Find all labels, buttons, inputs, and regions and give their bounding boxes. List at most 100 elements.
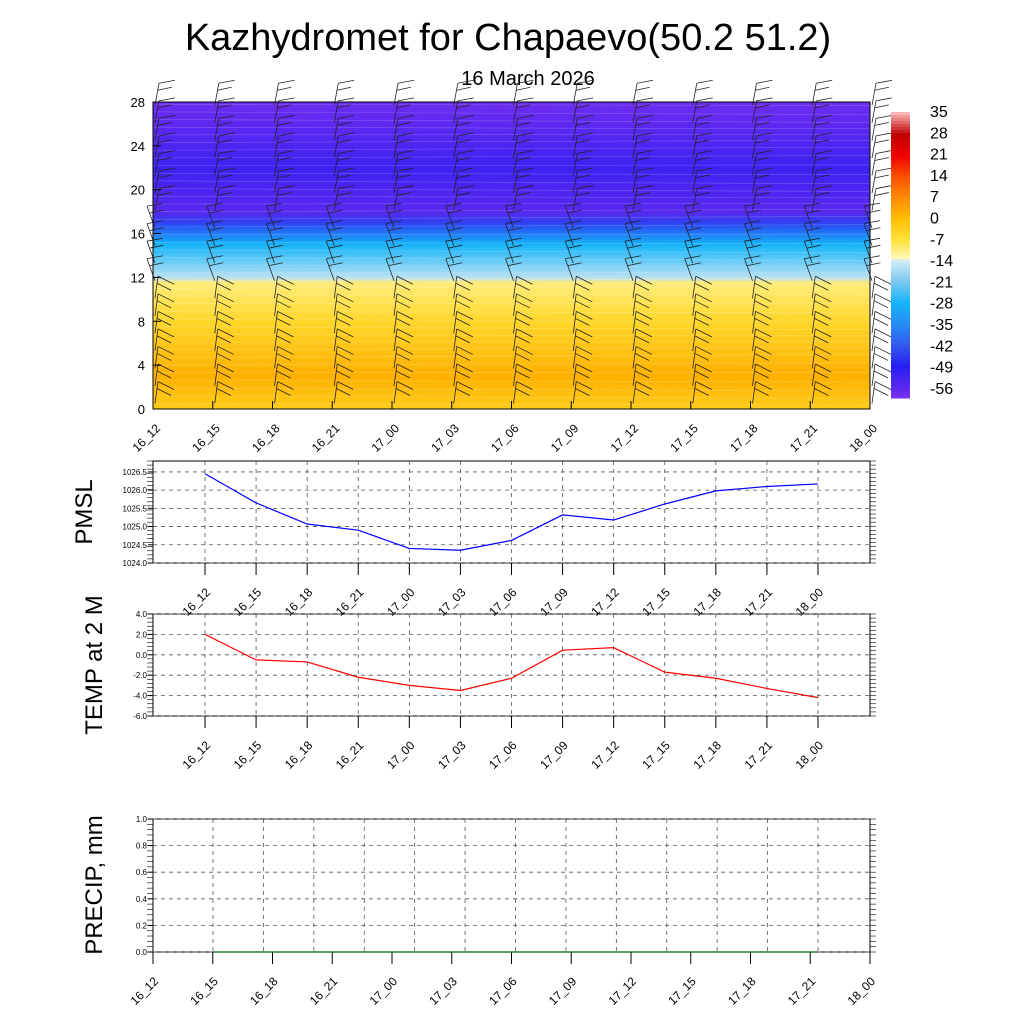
- wind-barb: [445, 202, 463, 229]
- colorbar-cell: [891, 190, 910, 194]
- isoline: [152, 172, 871, 175]
- colorbar-cell: [891, 148, 910, 152]
- wind-barb: [453, 150, 474, 176]
- barb-flag: [816, 97, 833, 102]
- x-tick-label: 17_03: [428, 421, 462, 455]
- barb-staff: [513, 381, 517, 404]
- barb-staff: [624, 258, 634, 281]
- barb-flag: [337, 293, 354, 303]
- barb-flag: [388, 244, 403, 249]
- barb-staff: [214, 100, 220, 123]
- wind-barb: [274, 167, 295, 194]
- barb-flag: [395, 370, 411, 379]
- wind-barb: [453, 310, 473, 334]
- barb-flag: [695, 310, 712, 320]
- barb-staff: [214, 381, 219, 404]
- barb-flag: [158, 167, 176, 172]
- wind-barb: [325, 237, 343, 264]
- wind-barb: [513, 185, 534, 211]
- wind-barb: [863, 202, 881, 229]
- barb-staff: [274, 363, 278, 387]
- wind-barb: [274, 328, 294, 351]
- barb-flag: [157, 310, 175, 320]
- barb-flag: [515, 353, 530, 361]
- barb-staff: [803, 241, 813, 264]
- barb-staff: [385, 258, 395, 281]
- barb-staff: [274, 293, 278, 316]
- barb-flag: [875, 114, 893, 119]
- wind-barb: [744, 237, 761, 264]
- barb-flag: [873, 282, 889, 291]
- barb-flag: [456, 346, 473, 355]
- x-tick-label: 17_21: [787, 421, 821, 455]
- barb-flag: [746, 209, 761, 214]
- colorbar-label: -21: [930, 274, 953, 291]
- barb-flag: [744, 202, 761, 207]
- barb-staff: [274, 100, 279, 123]
- barb-flag: [516, 104, 531, 109]
- barb-flag: [336, 335, 351, 344]
- colorbar-cell: [891, 121, 910, 125]
- colorbar-cell: [891, 157, 910, 161]
- barb-flag: [694, 317, 710, 326]
- barb-flag: [457, 114, 474, 119]
- barb-staff: [325, 241, 335, 264]
- barb-staff: [266, 205, 275, 229]
- wind-barb: [393, 275, 414, 299]
- barb-flag: [217, 174, 232, 179]
- barb-flag: [395, 300, 411, 309]
- barb-flag: [266, 220, 283, 225]
- barb-flag: [755, 86, 770, 91]
- wind-barb: [214, 328, 234, 351]
- precip-frame: [152, 818, 871, 953]
- barb-flag: [634, 300, 650, 309]
- barb-staff: [871, 188, 877, 211]
- colorbar-cell: [891, 334, 910, 339]
- barb-flag: [456, 381, 473, 390]
- barb-flag: [455, 335, 471, 344]
- wind-barb: [393, 293, 414, 316]
- wind-barb: [505, 237, 522, 264]
- wind-barb: [154, 293, 175, 316]
- wind-barb: [572, 346, 593, 369]
- barb-flag: [218, 150, 235, 154]
- barb-flag: [397, 167, 415, 172]
- wind-barb: [692, 132, 713, 158]
- wind-barb: [692, 185, 713, 211]
- temp-x-tick-label: 16_18: [282, 738, 316, 772]
- barb-staff: [871, 311, 876, 334]
- barb-staff: [624, 223, 634, 246]
- wind-barb: [505, 255, 522, 281]
- wind-barb: [274, 346, 294, 369]
- isoline: [152, 155, 871, 159]
- barb-flag: [206, 237, 223, 242]
- barb-staff: [385, 205, 395, 229]
- colorbar-cell: [891, 256, 910, 261]
- barb-flag: [457, 167, 474, 172]
- barb-staff: [513, 276, 517, 299]
- colorbar-cell: [891, 166, 910, 170]
- chart-title: Kazhydromet for Chapaevo(50.2 51.2): [185, 17, 831, 59]
- x-tick-label: 17_18: [727, 421, 761, 455]
- wind-barb: [863, 237, 881, 264]
- wind-barb: [572, 97, 594, 123]
- barb-flag: [209, 209, 224, 214]
- colorbar-label: 14: [930, 168, 948, 185]
- barb-flag: [874, 157, 889, 161]
- barb-flag: [756, 79, 773, 84]
- barb-flag: [277, 121, 292, 126]
- barb-flag: [266, 237, 283, 242]
- wind-barb: [333, 275, 354, 299]
- barb-flag: [874, 293, 892, 303]
- isoline: [152, 318, 871, 323]
- barb-flag: [456, 192, 471, 196]
- colorbar-cell: [891, 361, 910, 366]
- barb-flag: [575, 388, 590, 396]
- y-tick-label: 12: [131, 270, 145, 285]
- barb-flag: [156, 353, 172, 361]
- barb-flag: [277, 157, 292, 161]
- barb-flag: [277, 174, 292, 179]
- wind-barb: [513, 275, 533, 299]
- isoline: [152, 362, 871, 366]
- colorbar-cell: [891, 346, 910, 351]
